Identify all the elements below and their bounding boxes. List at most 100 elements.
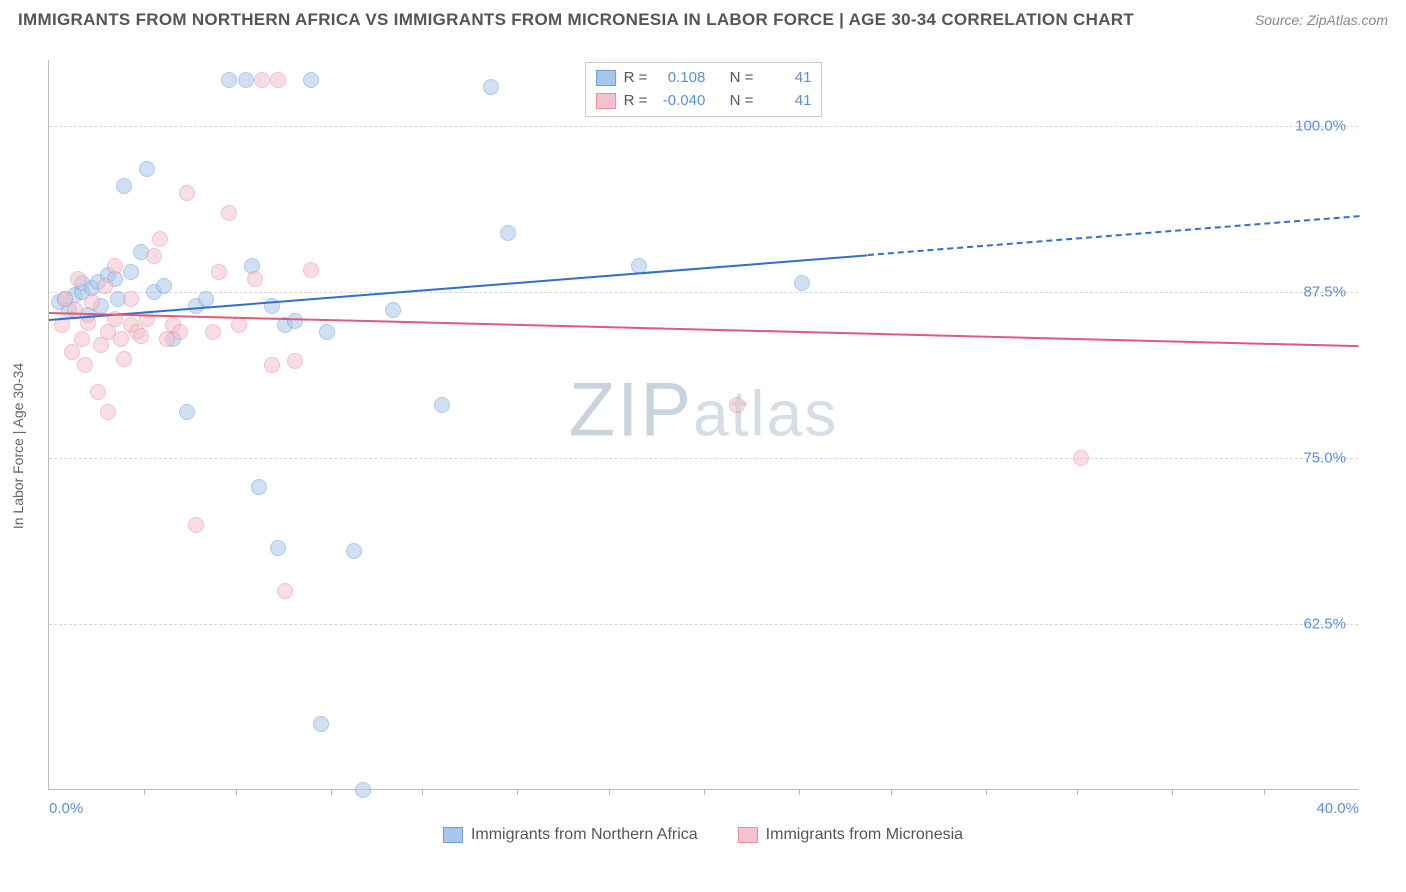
y-tick-label: 87.5% [1303,284,1346,301]
legend-swatch [738,827,758,843]
trend-line [49,254,868,321]
gridline-h [49,292,1358,293]
y-tick-label: 62.5% [1303,616,1346,633]
scatter-point [319,324,335,340]
legend-stats-row: R = 0.108 N = 41 [596,67,812,90]
scatter-point [152,231,168,247]
legend-item: Immigrants from Northern Africa [443,826,698,844]
scatter-point [221,72,237,88]
scatter-point [146,248,162,264]
legend-stats-row: R = -0.040 N = 41 [596,90,812,113]
x-tick-mark [331,789,332,795]
stat-n-label: N = [730,67,754,90]
legend-label: Immigrants from Northern Africa [471,826,698,844]
scatter-point [794,275,810,291]
legend-label: Immigrants from Micronesia [766,826,963,844]
x-tick-mark [422,789,423,795]
scatter-point [179,404,195,420]
scatter-point [100,404,116,420]
scatter-point [70,271,86,287]
legend-swatch [443,827,463,843]
x-tick-mark [609,789,610,795]
chart-header: IMMIGRANTS FROM NORTHERN AFRICA VS IMMIG… [0,0,1406,36]
scatter-point [113,331,129,347]
scatter-point [133,328,149,344]
x-tick-mark [144,789,145,795]
trend-line [868,215,1359,256]
legend-stats: R = 0.108 N = 41 R = -0.040 N = 41 [585,62,823,117]
scatter-point [500,225,516,241]
x-tick-mark [891,789,892,795]
scatter-point [270,540,286,556]
chart-source: Source: ZipAtlas.com [1255,12,1388,28]
scatter-point [156,278,172,294]
stat-r-label: R = [624,67,648,90]
y-tick-label: 100.0% [1295,118,1346,135]
x-tick-mark [986,789,987,795]
x-tick-mark [236,789,237,795]
scatter-point [287,313,303,329]
x-tick-mark [1172,789,1173,795]
legend-swatch [596,70,616,86]
x-tick-mark [517,789,518,795]
scatter-point [729,397,745,413]
gridline-h [49,624,1358,625]
stat-n-value: 41 [761,90,811,113]
scatter-point [77,357,93,373]
legend-bottom: Immigrants from Northern Africa Immigrant… [443,826,963,844]
scatter-point [251,479,267,495]
scatter-point [97,278,113,294]
scatter-point [1073,450,1089,466]
scatter-point [270,72,286,88]
scatter-point [84,294,100,310]
scatter-point [277,583,293,599]
scatter-point [264,357,280,373]
scatter-point [107,258,123,274]
scatter-point [346,543,362,559]
scatter-point [64,344,80,360]
stat-r-label: R = [624,90,648,113]
scatter-point [231,317,247,333]
scatter-point [116,178,132,194]
x-tick-mark [799,789,800,795]
scatter-point [313,716,329,732]
legend-item: Immigrants from Micronesia [738,826,963,844]
scatter-point [355,782,371,798]
scatter-point [116,351,132,367]
x-tick-label: 0.0% [49,800,83,817]
gridline-h [49,458,1358,459]
scatter-point [74,331,90,347]
scatter-point [303,262,319,278]
chart-container: In Labor Force | Age 30-34 ZIPatlas 62.5… [0,42,1406,850]
scatter-point [385,302,401,318]
scatter-point [179,185,195,201]
legend-swatch [596,93,616,109]
plot-area: ZIPatlas 62.5%75.0%87.5%100.0%0.0%40.0%R… [48,60,1358,790]
x-tick-mark [1264,789,1265,795]
scatter-point [254,72,270,88]
scatter-point [90,384,106,400]
x-tick-mark [1077,789,1078,795]
x-tick-mark [704,789,705,795]
gridline-h [49,126,1358,127]
scatter-point [123,291,139,307]
stat-n-value: 41 [761,67,811,90]
scatter-point [67,302,83,318]
watermark: ZIPatlas [569,366,838,453]
y-axis-label: In Labor Force | Age 30-34 [10,363,26,529]
scatter-point [303,72,319,88]
x-tick-label: 40.0% [1316,800,1359,817]
stat-r-value: 0.108 [655,67,705,90]
scatter-point [139,161,155,177]
chart-title: IMMIGRANTS FROM NORTHERN AFRICA VS IMMIG… [18,10,1134,30]
y-tick-label: 75.0% [1303,450,1346,467]
scatter-point [238,72,254,88]
scatter-point [188,517,204,533]
scatter-point [434,397,450,413]
stat-n-label: N = [730,90,754,113]
scatter-point [123,264,139,280]
scatter-point [483,79,499,95]
stat-r-value: -0.040 [655,90,705,113]
scatter-point [287,353,303,369]
scatter-point [205,324,221,340]
